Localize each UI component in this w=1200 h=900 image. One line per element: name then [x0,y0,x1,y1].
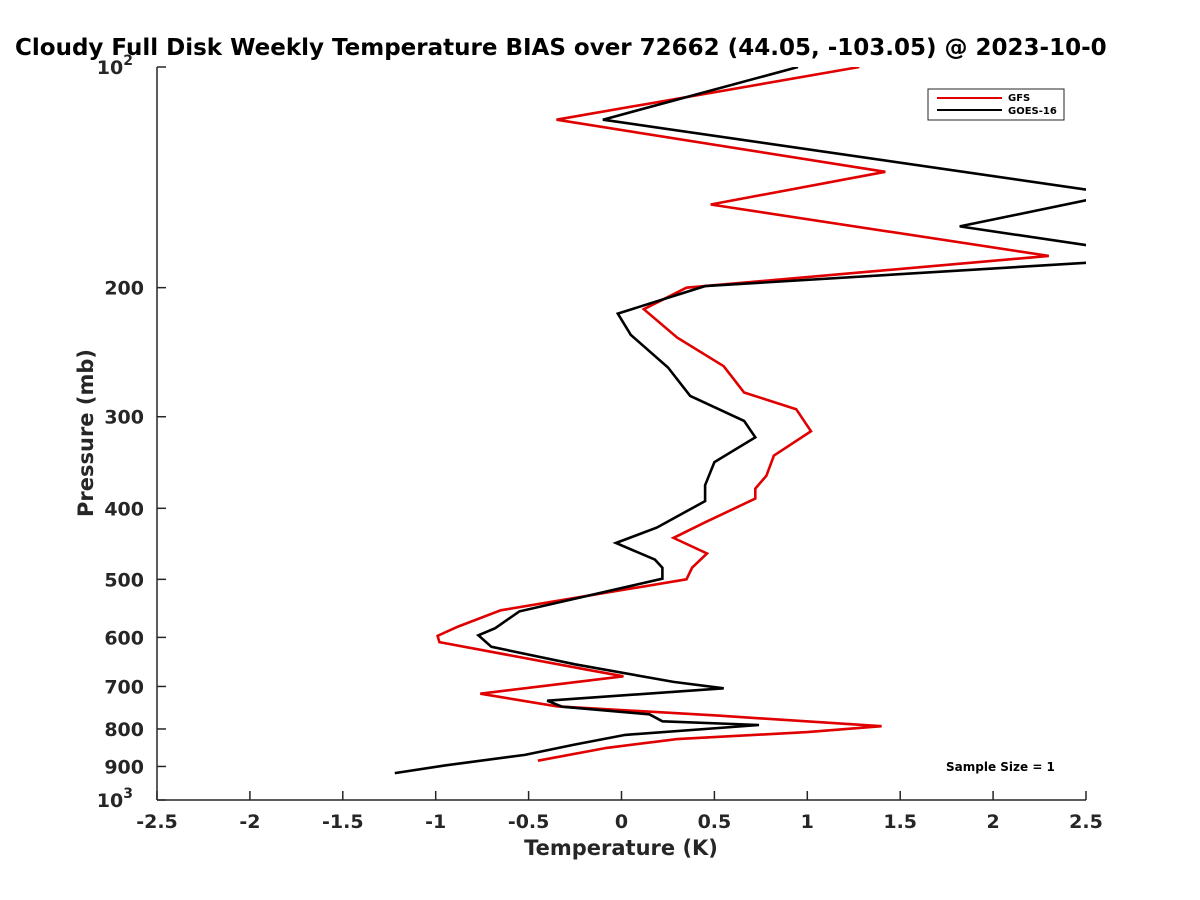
x-axis-label: Temperature (K) [524,836,718,860]
x-tick-label: -2 [239,811,260,833]
x-tick-label: -1.5 [322,811,364,833]
x-tick-label: 0.5 [698,811,732,833]
legend-label-gfs: GFS [1008,93,1030,104]
x-tick-label: -2.5 [136,811,178,833]
y-tick-label: 300 [104,407,144,429]
series-line-goes-16 [394,67,1086,775]
x-tick-label: 2 [986,811,999,833]
x-tick-label: 1 [801,811,814,833]
legend-box [927,88,1065,121]
y-tick-label: 600 [104,627,144,649]
x-axis-ticks: -2.5 -2 -1.5 -1 -0.5 0 0.5 1 1.5 2 2.5 [136,791,1103,833]
x-tick-label: -0.5 [508,811,550,833]
y-axis-label: Pressure (mb) [74,349,98,517]
y-tick-label: 700 [104,676,144,698]
y-tick-label: 400 [104,498,144,520]
y-tick-label: 102 [97,53,133,79]
x-tick-label: 1.5 [883,811,917,833]
y-tick-label: 103 [97,786,133,812]
legend-label-goes16: GOES-16 [1008,106,1057,117]
x-tick-label: -1 [425,811,446,833]
plot-frame [157,67,1086,800]
x-tick-label: 2.5 [1069,811,1103,833]
sample-size-annotation: Sample Size = 1 [946,760,1055,774]
y-tick-label: 800 [104,719,144,741]
y-tick-label: 500 [104,569,144,591]
chart-title: Cloudy Full Disk Weekly Temperature BIAS… [15,35,1107,61]
plot-area [394,67,1086,775]
y-tick-label: 200 [104,278,144,300]
x-tick-label: 0 [615,811,628,833]
y-axis-ticks: 102 200 300 400 500 600 700 800 900 103 [97,53,166,812]
legend: GFS GOES-16 [927,88,1065,121]
y-tick-label: 900 [104,756,144,778]
